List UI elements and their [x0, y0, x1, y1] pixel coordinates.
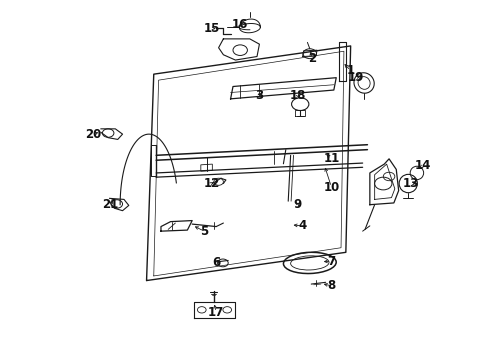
Text: 7: 7 — [327, 255, 336, 267]
Text: 14: 14 — [415, 159, 431, 172]
Text: 6: 6 — [212, 256, 220, 269]
Text: 10: 10 — [323, 181, 340, 194]
Text: 21: 21 — [102, 198, 119, 211]
Text: 4: 4 — [298, 219, 307, 232]
Text: 1: 1 — [346, 64, 355, 77]
Text: 9: 9 — [294, 198, 302, 211]
Text: 13: 13 — [403, 177, 419, 190]
Text: 2: 2 — [308, 52, 316, 65]
Text: 11: 11 — [323, 152, 340, 165]
Text: 18: 18 — [290, 89, 306, 102]
Text: 19: 19 — [347, 71, 364, 84]
Text: 8: 8 — [327, 279, 336, 292]
Text: 5: 5 — [200, 225, 208, 238]
Text: 17: 17 — [208, 306, 224, 319]
Text: 12: 12 — [203, 177, 220, 190]
Text: 15: 15 — [203, 22, 220, 35]
Text: 16: 16 — [232, 18, 248, 31]
Text: 20: 20 — [86, 128, 102, 141]
Text: 3: 3 — [255, 89, 264, 102]
